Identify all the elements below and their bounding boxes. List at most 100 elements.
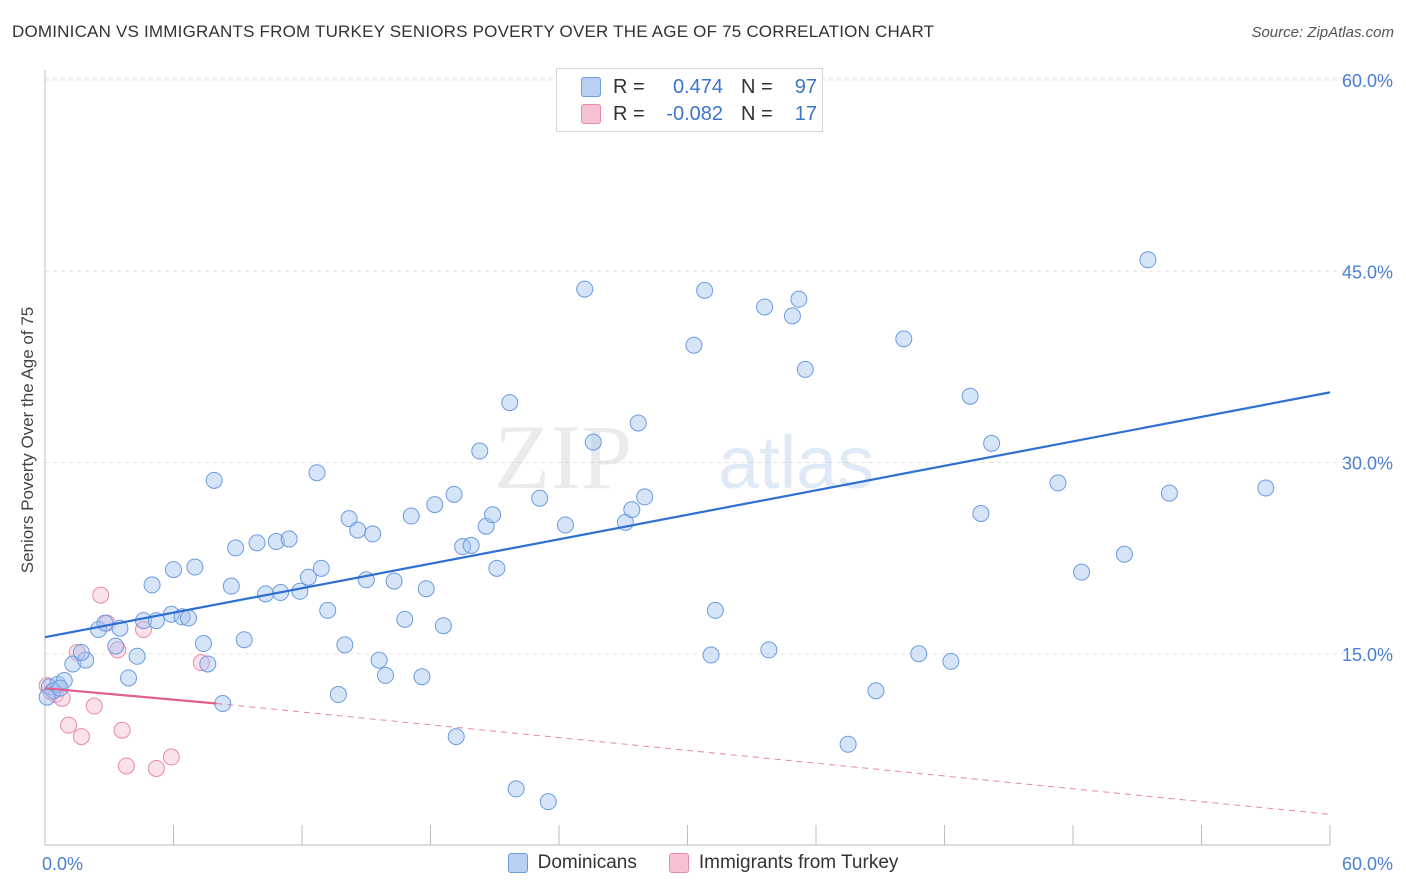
series-legend-dominicans[interactable]: Dominicans: [507, 852, 637, 874]
y-tick-label: 15.0%: [1342, 645, 1393, 665]
data-point-dominican: [972, 505, 990, 522]
data-point-dominican: [55, 672, 73, 690]
data-point-dominican: [77, 651, 95, 669]
data-point-dominican: [205, 471, 223, 489]
data-point-turkey: [113, 721, 131, 739]
data-point-dominican: [396, 610, 414, 628]
data-point-dominican: [385, 572, 403, 590]
data-point-dominican: [454, 538, 472, 556]
data-point-dominican: [413, 668, 431, 686]
data-point-turkey: [72, 728, 90, 746]
data-point-dominican: [1160, 484, 1178, 502]
data-point-dominican: [756, 298, 774, 316]
data-point-dominican: [336, 636, 354, 654]
data-point-dominican: [484, 506, 502, 524]
data-point-dominican: [539, 793, 557, 811]
legend-n-label: N =: [741, 75, 773, 98]
data-point-turkey: [60, 716, 78, 734]
legend-n-label: N =: [741, 102, 773, 125]
data-point-dominican: [790, 290, 808, 308]
data-point-dominican: [507, 780, 525, 798]
data-point-dominican: [434, 617, 452, 635]
data-point-dominican: [308, 464, 326, 482]
trend-line-turkey-extension: [216, 702, 1331, 815]
series-swatch-pink: [668, 853, 689, 873]
data-point-dominican: [417, 580, 435, 598]
data-point-dominican: [584, 433, 602, 451]
series-name-dominicans: Dominicans: [537, 852, 637, 873]
source-label: Source: ZipAtlas.com: [1251, 24, 1394, 41]
data-point-dominican: [685, 336, 703, 354]
data-point-turkey: [85, 697, 103, 715]
data-point-dominican: [462, 536, 480, 554]
data-point-dominican: [1139, 251, 1157, 269]
y-tick-labels: 15.0% 30.0% 45.0% 60.0%: [1342, 71, 1393, 665]
data-point-dominican: [1073, 563, 1091, 581]
data-point-dominican: [501, 394, 519, 412]
data-point-dominican: [107, 637, 125, 655]
data-point-dominican: [426, 496, 444, 514]
data-point-dominican: [983, 434, 1001, 452]
series-legend: Dominicans Immigrants from Turkey: [0, 852, 1406, 874]
data-point-turkey: [162, 748, 180, 766]
data-point-dominican: [186, 558, 204, 576]
x-tick-labels: 0.0% 60.0%: [42, 854, 1393, 874]
data-point-dominican: [1257, 479, 1275, 497]
data-point-dominican: [910, 645, 928, 663]
data-point-dominican: [629, 414, 647, 432]
legend-r-value: 0.474: [672, 75, 723, 98]
trend-line-turkey: [44, 687, 217, 705]
data-point-dominican: [349, 521, 367, 539]
data-point-dominican: [340, 510, 358, 528]
data-point-dominican: [1115, 545, 1133, 563]
data-point-dominican: [471, 442, 489, 460]
data-point-dominican: [143, 576, 161, 594]
data-point-dominican: [199, 655, 217, 673]
data-point-dominican: [235, 631, 253, 649]
gridlines: [45, 77, 1392, 655]
data-point-dominican: [364, 525, 382, 543]
data-point-dominican: [445, 485, 463, 503]
legend-swatch-blue: [581, 77, 601, 97]
chart-title: DOMINICAN VS IMMIGRANTS FROM TURKEY SENI…: [12, 22, 935, 41]
y-tick-label: 60.0%: [1342, 71, 1393, 91]
data-point-dominican: [128, 647, 146, 665]
data-point-dominican: [312, 559, 330, 577]
data-point-dominican: [961, 387, 979, 405]
data-point-dominican: [1049, 474, 1067, 492]
trend-line-dominicans: [44, 391, 1331, 639]
trend-lines: [44, 391, 1331, 815]
data-point-dominican: [696, 281, 714, 299]
data-point-turkey: [135, 621, 153, 639]
legend-n-value: 97: [794, 75, 817, 98]
data-point-dominican: [165, 561, 182, 579]
data-point-dominican: [706, 601, 724, 619]
data-point-dominican: [194, 635, 212, 653]
data-point-dominican: [867, 682, 885, 700]
legend-row-dominicans: R = 0.474 N = 97: [581, 74, 817, 100]
data-point-dominican: [370, 651, 388, 669]
data-point-dominican: [839, 735, 857, 753]
legend-r-label: R =: [613, 75, 645, 98]
y-tick-label: 45.0%: [1342, 262, 1393, 282]
data-point-turkey: [147, 760, 165, 777]
ticks: [44, 825, 1331, 845]
data-point-dominican: [783, 307, 801, 325]
data-point-dominican: [329, 686, 347, 704]
data-point-dominican: [319, 601, 337, 619]
data-point-turkey: [192, 654, 210, 672]
data-point-dominican: [636, 488, 654, 506]
data-point-dominican: [64, 655, 82, 673]
data-point-dominican: [72, 643, 90, 661]
x-tick-label: 60.0%: [1342, 854, 1393, 874]
data-point-dominican: [447, 728, 465, 746]
axes: [44, 70, 1330, 846]
series-legend-turkey[interactable]: Immigrants from Turkey: [668, 852, 898, 874]
data-point-dominican: [488, 559, 506, 577]
watermark: ZIP atlas: [494, 406, 874, 508]
watermark-atlas: atlas: [718, 421, 874, 504]
data-point-dominican: [96, 614, 114, 632]
data-point-dominican: [299, 568, 317, 586]
data-point-dominican: [623, 501, 641, 519]
